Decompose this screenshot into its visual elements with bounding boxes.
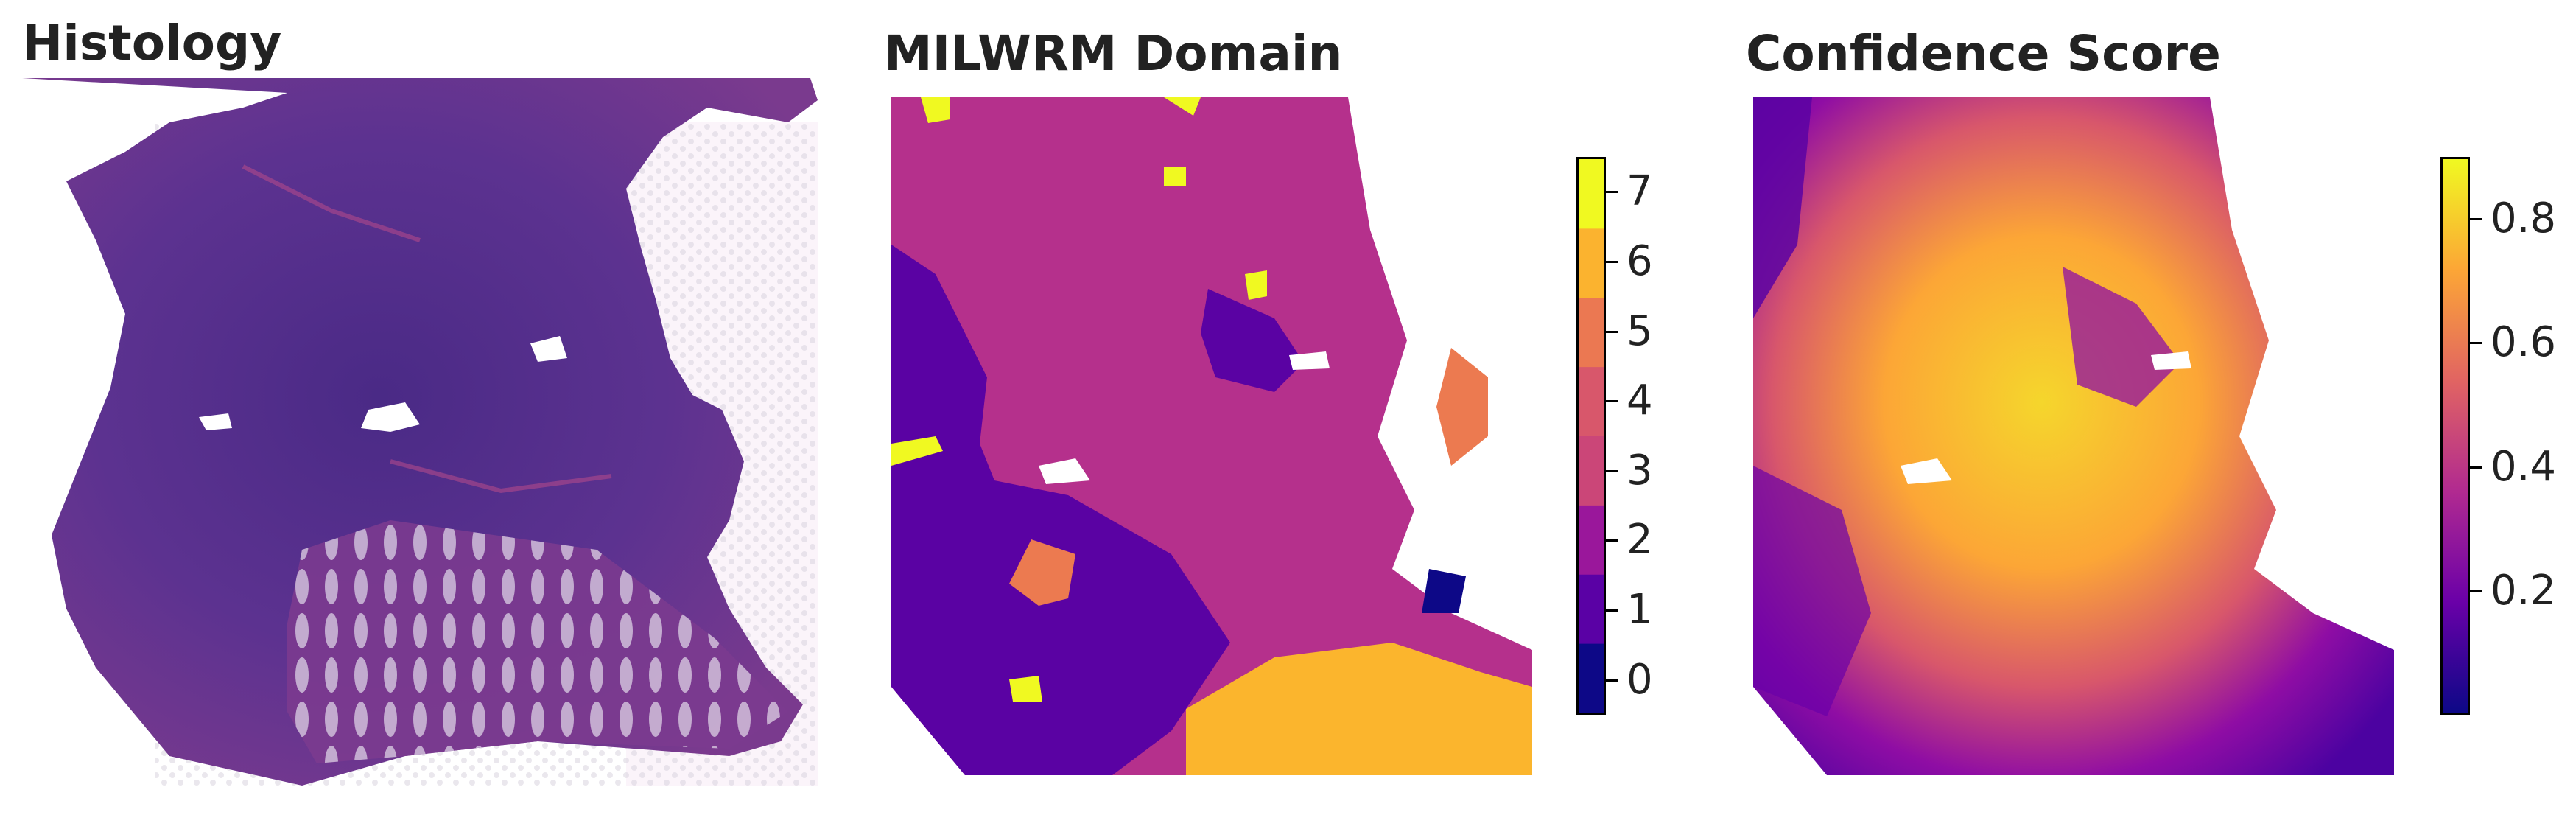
domain-colorbar-segment (1579, 643, 1604, 713)
domain-colorbar-tick (1606, 400, 1618, 403)
domain-colorbar-segment (1579, 297, 1604, 368)
domain-colorbar-tick-label: 0 (1626, 655, 1653, 704)
domain-colorbar-tick-label: 7 (1626, 167, 1653, 216)
domain-colorbar-tick (1606, 260, 1618, 263)
confidence-title: Confidence Score (1746, 25, 2221, 82)
confidence-colorbar-tick-label: 0.2 (2491, 566, 2557, 615)
domain-colorbar-tick (1606, 609, 1618, 612)
domain-colorbar (1576, 157, 1606, 715)
histology-image (22, 78, 840, 793)
confidence-colorbar-tick-label: 0.6 (2491, 318, 2557, 367)
domain-colorbar-tick (1606, 469, 1618, 472)
domain-colorbar-tick (1606, 330, 1618, 333)
confidence-colorbar-tick-label: 0.8 (2491, 195, 2557, 243)
domain-title: MILWRM Domain (884, 25, 1343, 82)
confidence-map (1753, 97, 2394, 775)
domain-colorbar-tick-label: 2 (1626, 516, 1653, 564)
domain-colorbar-tick-label: 6 (1626, 237, 1653, 285)
domain-colorbar-tick (1606, 679, 1618, 682)
domain-colorbar-tick-label: 3 (1626, 446, 1653, 494)
domain-colorbar-tick-label: 5 (1626, 307, 1653, 355)
domain-colorbar-tick (1606, 191, 1618, 194)
confidence-colorbar-tick (2470, 342, 2482, 345)
domain-colorbar-segment (1579, 366, 1604, 436)
confidence-colorbar-tick (2470, 218, 2482, 221)
confidence-colorbar-tick-label: 0.4 (2491, 442, 2557, 491)
confidence-colorbar-tick (2470, 466, 2482, 469)
domain-colorbar-tick-label: 1 (1626, 586, 1653, 634)
confidence-colorbar (2440, 157, 2470, 715)
domain-colorbar-segment (1579, 436, 1604, 506)
domain-map (891, 97, 1532, 775)
confidence-colorbar-tick (2470, 590, 2482, 592)
domain-colorbar-segment (1579, 228, 1604, 298)
domain-colorbar-segment (1579, 574, 1604, 644)
domain-colorbar-tick-label: 4 (1626, 377, 1653, 425)
domain-colorbar-segment (1579, 159, 1604, 229)
domain-colorbar-segment (1579, 505, 1604, 575)
histology-title: Histology (22, 15, 282, 71)
domain-colorbar-tick (1606, 539, 1618, 542)
